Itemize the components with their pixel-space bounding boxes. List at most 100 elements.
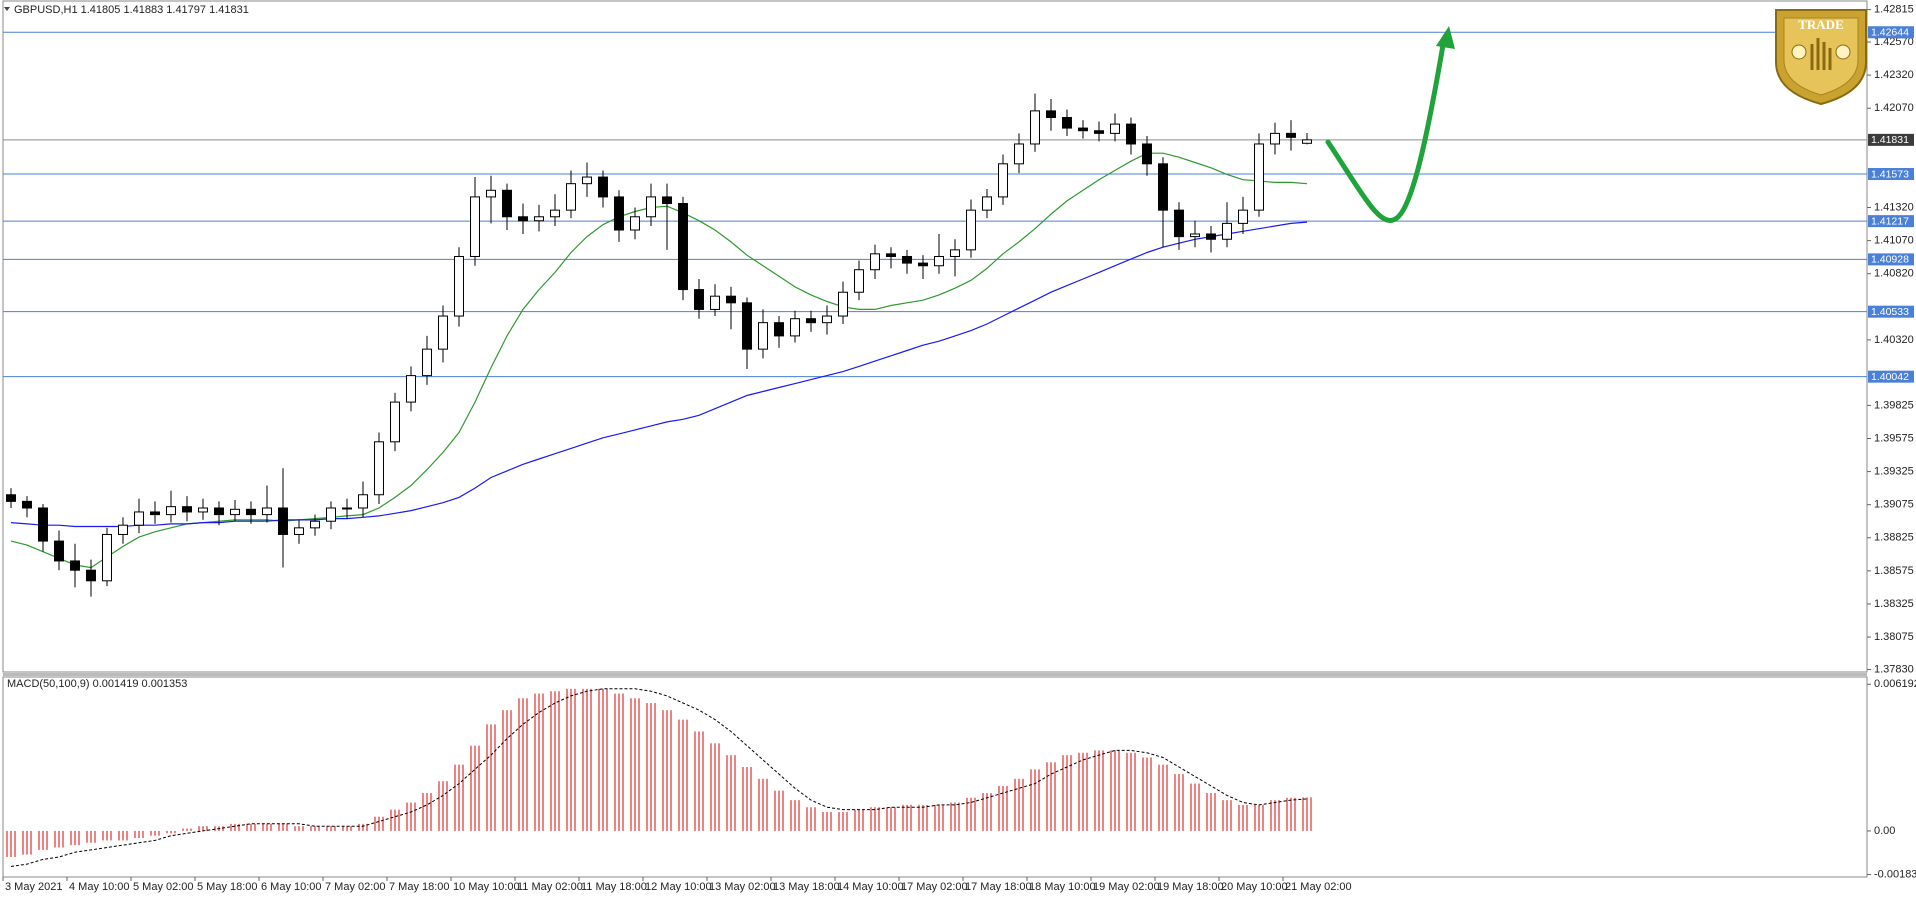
- candle-body: [342, 507, 352, 510]
- macd-bar: [430, 793, 432, 831]
- macd-bar: [214, 826, 216, 831]
- y-tick-label: 1.38575: [1874, 565, 1914, 577]
- macd-bar: [202, 826, 204, 831]
- macd-bar: [746, 766, 748, 831]
- macd-bar: [838, 811, 840, 831]
- macd-bar: [550, 691, 552, 831]
- y-tick-label: 1.42320: [1874, 69, 1914, 81]
- macd-bar: [934, 804, 936, 831]
- macd-signal: [10, 688, 1308, 867]
- macd-bar: [1174, 774, 1176, 831]
- macd-bar: [1162, 764, 1164, 831]
- candle-body: [598, 176, 608, 198]
- macd-bar: [678, 719, 680, 831]
- candle-body: [1094, 130, 1104, 134]
- macd-bar: [238, 823, 240, 831]
- level-label-box: [1868, 305, 1914, 318]
- macd-bar: [458, 764, 460, 831]
- macd-bar: [30, 830, 32, 855]
- y-tick-label: 1.38075: [1874, 631, 1914, 643]
- macd-bar: [938, 804, 940, 831]
- macd-bar: [602, 688, 604, 831]
- macd-bar: [650, 703, 652, 831]
- macd-bar: [1050, 762, 1052, 831]
- x-tick-label: 19 May 02:00: [1093, 881, 1160, 893]
- x-tick-label: 10 May 10:00: [453, 881, 520, 893]
- macd-bar: [346, 826, 348, 831]
- candle-body: [662, 196, 672, 205]
- macd-bar: [330, 826, 332, 831]
- candle-body: [38, 507, 48, 542]
- macd-bar: [814, 807, 816, 831]
- macd-bar: [710, 743, 712, 831]
- macd-bar: [470, 745, 472, 831]
- candle-body: [102, 533, 112, 582]
- candle-body: [118, 524, 128, 535]
- macd-bar: [406, 802, 408, 831]
- macd-bar: [662, 710, 664, 831]
- y-tick-label: 1.41320: [1874, 201, 1914, 213]
- macd-bar: [422, 793, 424, 831]
- macd-bar: [170, 830, 172, 834]
- candle-body: [758, 322, 768, 350]
- macd-bar: [174, 830, 176, 834]
- level-label-box: [1868, 253, 1914, 266]
- macd-bar: [310, 826, 312, 831]
- macd-bar: [158, 830, 160, 836]
- macd-bar: [510, 710, 512, 831]
- macd-bar: [986, 793, 988, 831]
- macd-bar: [54, 830, 56, 848]
- y-tick-label: 1.41070: [1874, 235, 1914, 247]
- candle-body: [518, 216, 528, 222]
- macd-bar: [314, 826, 316, 831]
- macd-bar: [686, 719, 688, 831]
- macd-bar: [878, 807, 880, 831]
- candle-body: [374, 441, 384, 496]
- candle-body: [998, 163, 1008, 198]
- moving-average: [10, 152, 1308, 569]
- macd-bar: [1254, 804, 1256, 831]
- logo-text: TRADE: [1798, 17, 1844, 32]
- macd-bar: [694, 731, 696, 831]
- macd-bar: [78, 830, 80, 846]
- macd-bar: [762, 778, 764, 831]
- macd-bar: [906, 804, 908, 831]
- y-tick-label: 1.39825: [1874, 399, 1914, 411]
- candle-body: [1078, 127, 1088, 132]
- macd-bar: [1242, 804, 1244, 831]
- candle-body: [134, 511, 144, 526]
- macd-bar: [38, 830, 40, 850]
- candle-body: [422, 348, 432, 377]
- x-tick-label: 18 May 10:00: [1029, 881, 1096, 893]
- candle-body: [358, 494, 368, 509]
- macd-bar: [1270, 800, 1272, 831]
- candle-body: [454, 255, 464, 317]
- y-tick-label: 1.40320: [1874, 334, 1914, 346]
- macd-bar: [1134, 752, 1136, 831]
- macd-bar: [1274, 800, 1276, 831]
- candle-body: [230, 508, 240, 516]
- candle-body: [1158, 163, 1168, 211]
- y-tick-label: -0.001839: [1874, 868, 1916, 880]
- macd-bar: [286, 823, 288, 831]
- macd-bar: [222, 826, 224, 831]
- macd-bar: [1070, 755, 1072, 831]
- macd-bar: [1066, 755, 1068, 831]
- macd-title: MACD(50,100,9) 0.001419 0.001353: [7, 678, 187, 690]
- macd-bar: [622, 693, 624, 831]
- candle-body: [934, 255, 944, 267]
- level-label: 1.41217: [1871, 215, 1909, 227]
- macd-bar: [22, 830, 24, 855]
- macd-bar: [918, 804, 920, 831]
- macd-bar: [382, 816, 384, 831]
- macd-bar: [990, 793, 992, 831]
- macd-bar: [374, 816, 376, 831]
- macd-bar: [154, 830, 156, 836]
- macd-bar: [522, 698, 524, 831]
- macd-bar: [998, 785, 1000, 831]
- macd-bar: [1190, 783, 1192, 831]
- macd-bar: [1086, 752, 1088, 831]
- level-label: 1.41573: [1871, 168, 1909, 180]
- candle-body: [534, 216, 544, 222]
- candle-body: [1302, 139, 1312, 144]
